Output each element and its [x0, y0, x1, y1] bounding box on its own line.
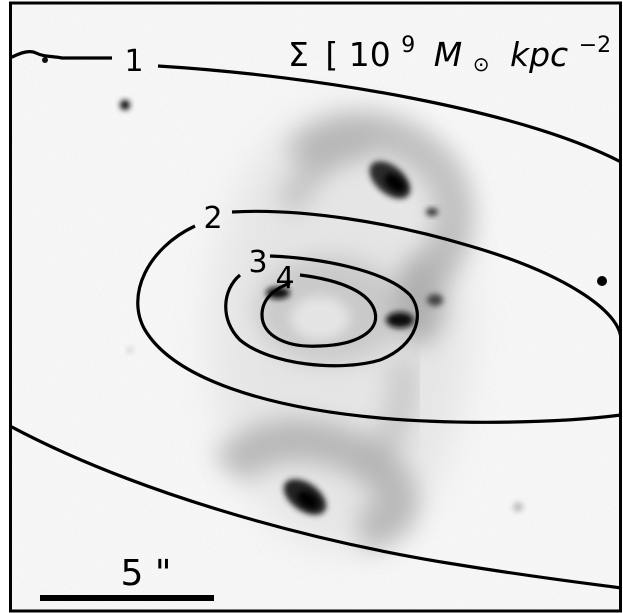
contour-label-2: 2: [203, 201, 222, 236]
contour-level-1: [10, 50, 621, 164]
title-unit: kpc: [510, 35, 568, 74]
surface-density-title: Σ [ 10 9 M ⊙ kpc −2 ]: [288, 21, 623, 79]
galaxy-image: [10, 3, 621, 611]
contour-label-1: 1: [124, 44, 143, 79]
contour-level-3: [224, 254, 419, 368]
title-close-bracket: ]: [622, 35, 623, 74]
image-frame: [9, 1, 622, 613]
scale-bar-line: [40, 595, 214, 601]
contour-label-4: 4: [275, 261, 294, 296]
title-symbol: Σ: [288, 35, 309, 74]
contour-level-2: [136, 209, 621, 424]
title-base: 10: [349, 35, 391, 74]
scale-bar: 5 ": [40, 553, 214, 601]
title-mass-subscript: ⊙: [473, 52, 490, 76]
scale-bar-label: 5 ": [121, 553, 172, 594]
title-exponent: 9: [401, 33, 415, 58]
title-open-bracket: [: [325, 35, 338, 74]
title-unit-exponent: −2: [579, 33, 611, 58]
contour-level-4: [260, 273, 378, 348]
title-mass-symbol: M: [434, 35, 462, 74]
contour-label-3: 3: [248, 245, 267, 280]
contour-labels: 1 2 3 4: [124, 44, 294, 296]
surface-density-contours: [10, 50, 621, 590]
contour-level-1-lower: [10, 424, 621, 590]
